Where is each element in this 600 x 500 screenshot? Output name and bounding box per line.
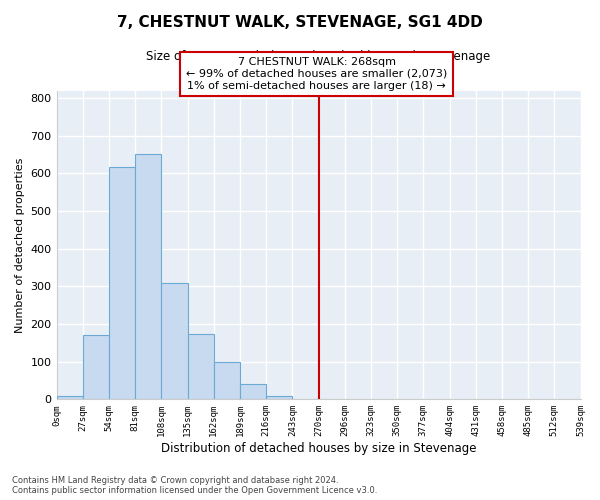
Text: 7 CHESTNUT WALK: 268sqm
← 99% of detached houses are smaller (2,073)
1% of semi-: 7 CHESTNUT WALK: 268sqm ← 99% of detache… bbox=[186, 58, 447, 90]
Bar bbox=[56, 396, 83, 400]
Bar bbox=[214, 362, 240, 400]
Title: Size of property relative to detached houses in Stevenage: Size of property relative to detached ho… bbox=[146, 50, 491, 63]
Bar bbox=[240, 384, 266, 400]
Bar bbox=[109, 167, 135, 400]
Bar bbox=[188, 334, 214, 400]
Text: Contains HM Land Registry data © Crown copyright and database right 2024.
Contai: Contains HM Land Registry data © Crown c… bbox=[12, 476, 377, 495]
Bar bbox=[135, 154, 161, 400]
Y-axis label: Number of detached properties: Number of detached properties bbox=[15, 158, 25, 332]
Bar bbox=[266, 396, 292, 400]
X-axis label: Distribution of detached houses by size in Stevenage: Distribution of detached houses by size … bbox=[161, 442, 476, 455]
Bar bbox=[161, 284, 188, 400]
Bar bbox=[83, 334, 109, 400]
Text: 7, CHESTNUT WALK, STEVENAGE, SG1 4DD: 7, CHESTNUT WALK, STEVENAGE, SG1 4DD bbox=[117, 15, 483, 30]
